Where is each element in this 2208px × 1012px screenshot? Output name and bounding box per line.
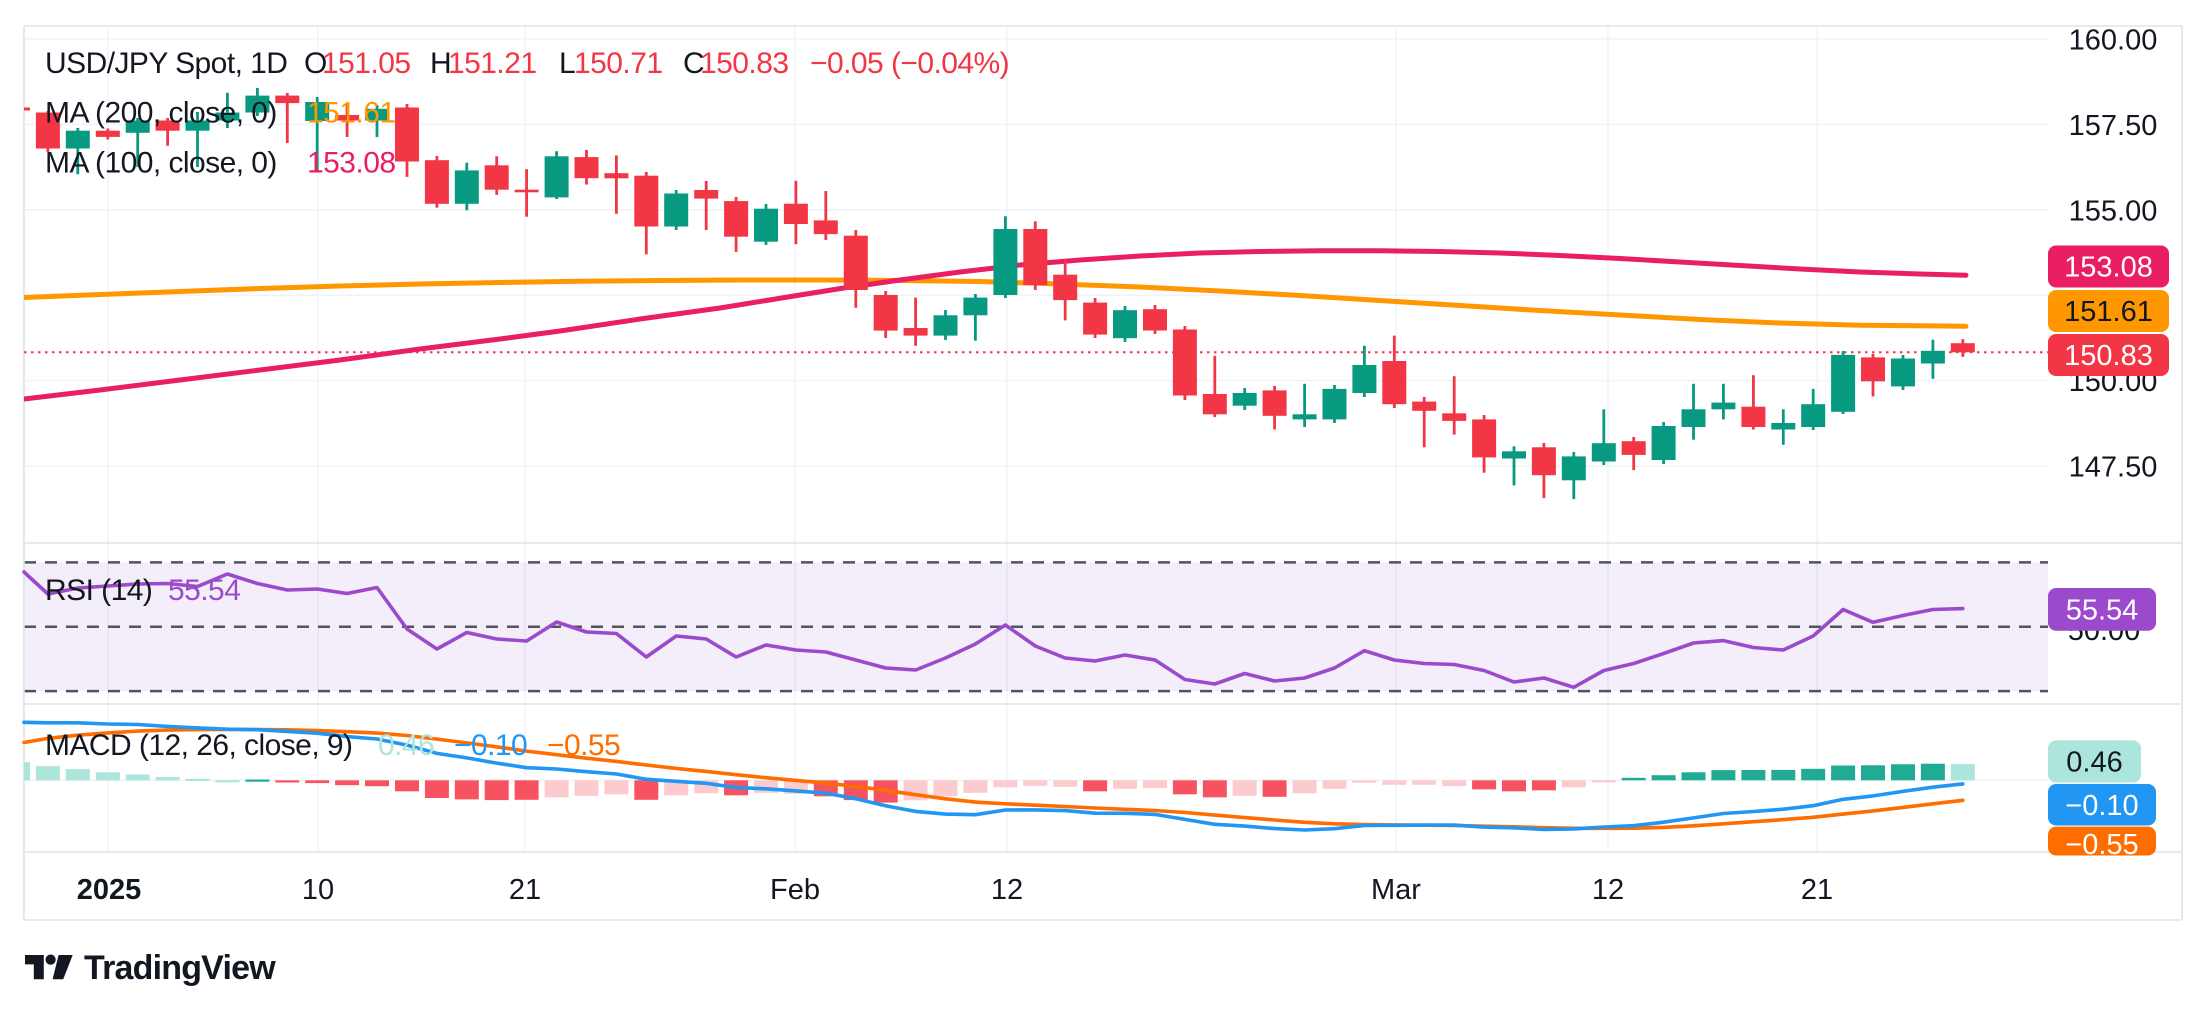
svg-text:L: L [559,47,575,80]
svg-text:Mar: Mar [1371,874,1421,906]
svg-text:151.21: 151.21 [448,47,536,80]
svg-text:150.71: 150.71 [574,47,662,80]
svg-text:−0.05 (−0.04%): −0.05 (−0.04%) [810,47,1009,80]
svg-text:12: 12 [1592,874,1624,906]
svg-text:147.50: 147.50 [2069,452,2158,484]
svg-text:55.54: 55.54 [2066,594,2139,626]
svg-text:153.08: 153.08 [307,147,395,180]
svg-text:55.54: 55.54 [168,574,240,607]
svg-text:160.00: 160.00 [2069,25,2158,57]
svg-text:155.00: 155.00 [2069,195,2158,227]
svg-text:153.08: 153.08 [2064,252,2153,284]
svg-text:MA (100, close, 0): MA (100, close, 0) [45,147,277,180]
svg-text:−0.55: −0.55 [2065,829,2138,861]
svg-text:12: 12 [991,874,1023,906]
svg-text:151.05: 151.05 [322,47,410,80]
svg-text:−0.55: −0.55 [547,729,620,762]
svg-text:0.46: 0.46 [378,729,434,762]
svg-text:150.83: 150.83 [700,47,788,80]
svg-text:21: 21 [1801,874,1833,906]
svg-text:21: 21 [509,874,541,906]
svg-text:O: O [304,47,327,80]
svg-text:−0.10: −0.10 [454,729,527,762]
svg-text:150.83: 150.83 [2064,340,2153,372]
svg-text:H: H [430,47,451,80]
svg-text:MA (200, close, 0): MA (200, close, 0) [45,97,277,130]
svg-text:151.61: 151.61 [2064,296,2153,328]
svg-text:−0.10: −0.10 [2065,790,2138,822]
svg-text:157.50: 157.50 [2069,110,2158,142]
svg-text:C: C [683,47,704,80]
svg-text:RSI (14): RSI (14) [45,574,152,607]
svg-text:151.61: 151.61 [307,97,395,130]
svg-text:0.46: 0.46 [2066,747,2122,779]
svg-text:10: 10 [302,874,334,906]
svg-text:2025: 2025 [77,874,142,906]
svg-text:TradingView: TradingView [84,949,276,987]
svg-text:MACD (12, 26, close, 9): MACD (12, 26, close, 9) [45,729,352,762]
svg-text:Feb: Feb [770,874,820,906]
svg-text:USD/JPY Spot, 1D: USD/JPY Spot, 1D [45,47,287,80]
